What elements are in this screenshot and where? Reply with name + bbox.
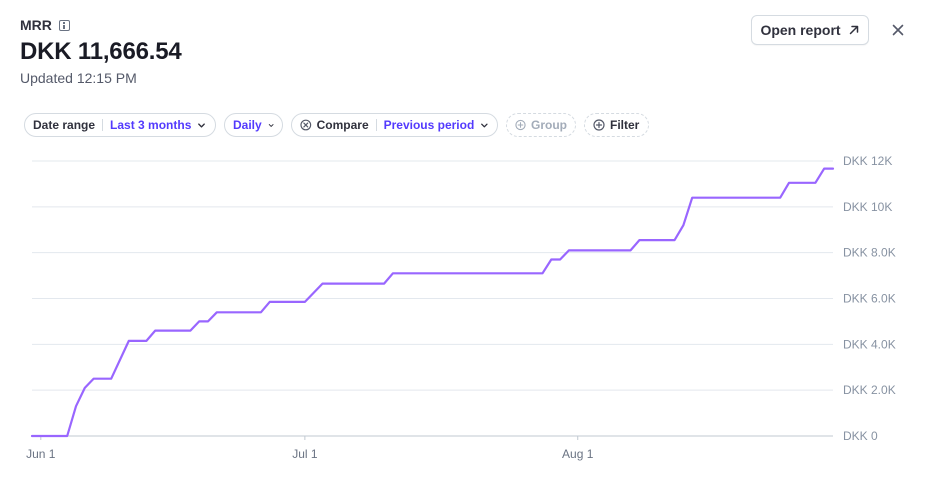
mrr-series-line[interactable] (30, 167, 835, 438)
chevron-down-icon (481, 123, 488, 127)
chevron-down-icon (268, 123, 274, 127)
title-row: MRR (20, 17, 70, 33)
external-arrow-icon (849, 25, 858, 35)
open-report-button[interactable]: Open report (751, 15, 869, 45)
updated-timestamp: Updated 12:15 PM (20, 70, 137, 86)
interval-value: Daily (233, 118, 262, 132)
plus-circle-icon (515, 119, 526, 131)
x-tick-label: Jul 1 (292, 447, 318, 461)
gridlines (32, 160, 833, 437)
group-label: Group (531, 118, 567, 132)
compare-label: Compare (316, 118, 369, 132)
filter-label: Filter (610, 118, 640, 132)
info-icon[interactable] (58, 19, 70, 31)
close-button[interactable] (888, 20, 908, 40)
divider (375, 119, 377, 131)
y-tick-label: DKK 6.0K (843, 292, 896, 306)
x-tick-label: Aug 1 (562, 447, 594, 461)
date-range-filter[interactable]: Date range Last 3 months (24, 113, 216, 137)
plus-circle-icon (593, 119, 605, 131)
mrr-line-chart[interactable]: DKK 0 DKK 2.0K DKK 4.0K DKK 6.0K DKK 8.0K DKK… (0, 148, 927, 482)
y-tick-label: DKK 4.0K (843, 337, 896, 351)
chevron-down-icon (198, 122, 206, 128)
series (30, 167, 835, 438)
y-tick-label: DKK 12K (843, 154, 892, 168)
compare-filter[interactable]: Compare Previous period (291, 113, 498, 137)
remove-circle-icon[interactable] (300, 119, 312, 131)
x-axis-ticks: Jun 1 Jul 1 Aug 1 (26, 436, 594, 461)
y-tick-label: DKK 0 (843, 429, 878, 443)
y-axis-ticks: DKK 0 DKK 2.0K DKK 4.0K DKK 6.0K DKK 8.0K DKK… (843, 154, 896, 443)
divider (102, 119, 104, 131)
x-tick-label: Jun 1 (26, 447, 56, 461)
open-report-label: Open report (760, 22, 841, 38)
date-range-label: Date range (33, 118, 96, 132)
metric-name: MRR (20, 17, 52, 33)
close-icon (892, 24, 904, 36)
y-tick-label: DKK 10K (843, 200, 892, 214)
y-tick-label: DKK 8.0K (843, 246, 896, 260)
date-range-value: Last 3 months (110, 118, 192, 132)
y-tick-label: DKK 2.0K (843, 383, 896, 397)
group-button[interactable]: Group (506, 113, 576, 137)
filter-button[interactable]: Filter (584, 113, 649, 137)
interval-filter[interactable]: Daily (224, 113, 283, 137)
compare-value: Previous period (383, 118, 475, 132)
metric-value: DKK 11,666.54 (20, 38, 182, 65)
